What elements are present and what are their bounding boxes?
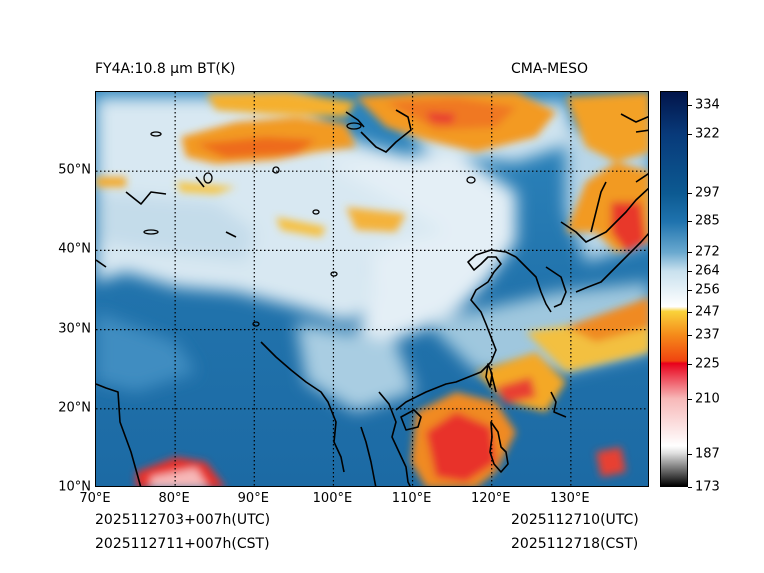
colorbar-tick-mark (688, 133, 692, 135)
colorbar-tick-label: 225 (695, 356, 720, 372)
colorbar-tick-mark (688, 363, 692, 365)
colorbar-tick-mark (688, 335, 692, 337)
lon-tick-label: 110°E (391, 491, 432, 506)
valid-time-cst: 2025112718(CST) (511, 536, 639, 552)
lat-tick-label: 50°N (58, 162, 91, 178)
colorbar-tick-label: 173 (695, 479, 720, 495)
lon-tick-label: 70°E (79, 491, 111, 506)
colorbar-tick-label: 334 (695, 97, 720, 113)
init-time-utc: 2025112703+007h(UTC) (95, 512, 271, 528)
map-gridlines (96, 92, 648, 486)
colorbar-tick-label: 187 (695, 446, 720, 462)
lat-tick-label: 30°N (58, 321, 91, 337)
lon-tick-label: 120°E (470, 491, 511, 506)
colorbar-tick-label: 297 (695, 185, 720, 201)
map-image (96, 92, 648, 486)
lon-tick-label: 100°E (312, 491, 353, 506)
tropical-convection (136, 297, 648, 486)
colorbar-tick-mark (688, 252, 692, 254)
valid-time-utc: 2025112710(UTC) (511, 512, 639, 528)
colorbar-tick-label: 272 (695, 244, 720, 260)
cold-cloud-tops (96, 92, 648, 252)
product-title: FY4A:10.8 μm BT(K) (95, 61, 236, 77)
coastlines (96, 109, 648, 486)
colorbar-tick-label: 256 (695, 282, 720, 298)
colorbar-tick-label: 210 (695, 391, 720, 407)
colorbar-tick-label: 322 (695, 126, 720, 142)
lat-tick-label: 10°N (58, 479, 91, 495)
lakes (143, 122, 476, 327)
colorbar-tick-mark (688, 399, 692, 401)
lat-tick-label: 40°N (58, 241, 91, 257)
colorbar-tick-label: 285 (695, 213, 720, 229)
colorbar-tick-mark (688, 192, 692, 194)
colorbar-tick-mark (688, 453, 692, 455)
lon-tick-label: 130°E (550, 491, 590, 506)
colorbar-tick-mark (688, 105, 692, 107)
lon-tick-label: 80°E (158, 491, 190, 506)
colorbar-tick-label: 247 (695, 304, 720, 320)
lon-tick-label: 90°E (237, 491, 269, 506)
colorbar-tick-mark (688, 290, 692, 292)
colorbar-tick-mark (688, 487, 692, 488)
colorbar-tick-mark (688, 221, 692, 223)
init-time-cst: 2025112711+007h(CST) (95, 536, 270, 552)
source-title: CMA-MESO (511, 61, 589, 77)
colorbar-tick-label: 237 (695, 327, 720, 343)
colorbar (660, 91, 688, 487)
satellite-map (95, 91, 649, 487)
colorbar-tick-mark (688, 271, 692, 273)
colorbar-tick-label: 264 (695, 263, 720, 279)
colorbar-tick-mark (688, 311, 692, 313)
lat-tick-label: 20°N (58, 400, 91, 416)
